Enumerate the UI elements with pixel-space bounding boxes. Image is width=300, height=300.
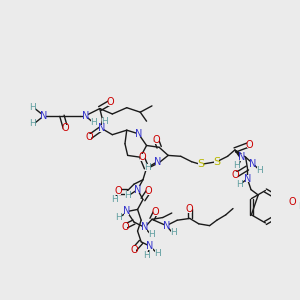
Text: H: H [148,230,154,239]
Text: O: O [115,186,122,197]
Bar [145,164,150,171]
Bar [86,134,92,141]
Bar [125,191,130,199]
Bar [148,243,153,250]
Bar [234,162,239,169]
Bar [153,208,158,216]
Text: H: H [143,251,150,260]
Text: H: H [233,161,240,170]
Polygon shape [235,150,243,158]
Bar [140,154,145,161]
Text: O: O [288,197,296,207]
Text: O: O [85,132,93,142]
Bar [214,158,219,165]
Text: N: N [249,158,256,169]
Bar [233,172,238,179]
Text: H: H [154,249,161,258]
Bar [41,112,46,119]
Text: N: N [123,206,130,216]
Text: O: O [152,207,159,217]
Text: H: H [115,213,122,222]
Bar [30,104,35,111]
Text: O: O [121,221,129,232]
Bar [135,186,140,193]
Text: S: S [197,159,204,170]
Bar [247,141,252,148]
Bar [83,112,88,119]
Text: N: N [163,220,170,231]
Bar [164,222,169,229]
Text: N: N [244,174,251,184]
Bar [122,223,128,230]
Text: O: O [130,245,138,255]
Bar [30,120,35,128]
Text: O: O [153,135,160,145]
Bar [187,206,192,213]
Bar [155,158,160,165]
Bar [116,214,121,221]
Text: N: N [134,184,141,195]
Bar [102,118,107,125]
Bar [124,208,129,215]
Bar [99,125,104,132]
Text: N: N [141,222,148,233]
Text: N: N [40,111,48,121]
Text: O: O [245,140,253,150]
Bar [154,136,159,144]
Bar [250,160,255,167]
Bar [136,130,141,137]
Bar [245,175,250,182]
Text: H: H [29,119,36,128]
Text: H: H [298,202,300,211]
Text: O: O [186,204,194,214]
Text: H: H [90,118,97,127]
Bar [142,224,147,231]
Text: N: N [98,123,105,134]
Bar [290,199,295,206]
Text: O: O [62,123,69,134]
Text: H: H [256,166,262,175]
Text: N: N [82,111,89,121]
Bar [112,196,117,203]
Bar [146,188,151,195]
Text: N: N [135,129,142,139]
Bar [256,167,262,174]
Bar [131,246,136,254]
Text: H: H [236,180,243,189]
Bar [108,99,113,106]
Text: H: H [170,228,177,237]
Bar [148,231,154,238]
Bar [171,229,176,236]
Text: N: N [146,241,154,251]
Text: O: O [138,152,146,162]
Text: O: O [107,97,114,107]
Bar [239,154,244,161]
Text: N: N [154,157,161,167]
Bar [144,252,149,259]
Text: O: O [232,170,239,180]
Bar [237,181,242,188]
Text: O: O [145,186,152,197]
Bar [116,188,121,195]
Text: H: H [29,103,36,112]
Text: S: S [213,157,220,167]
Bar [91,118,96,126]
Bar [198,161,203,168]
Text: N: N [238,152,246,162]
Bar [155,250,160,257]
Bar [298,203,300,210]
Bar [63,125,68,132]
Text: H: H [124,190,131,200]
Text: H: H [144,163,151,172]
Text: H: H [111,195,118,204]
Text: H: H [101,117,108,126]
